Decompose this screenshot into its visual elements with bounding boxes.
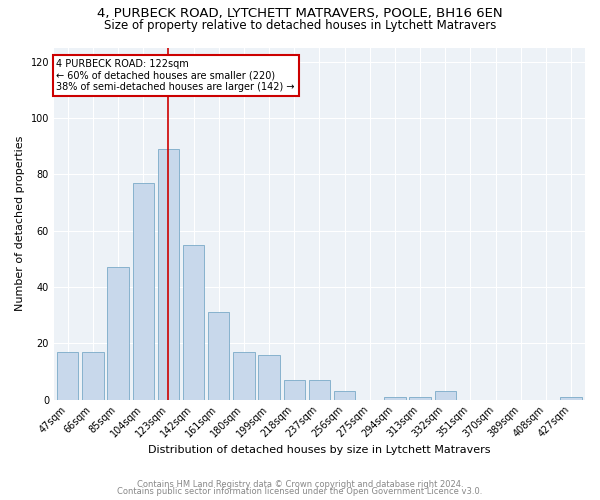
Bar — [57, 352, 79, 400]
Bar — [233, 352, 254, 400]
Text: Contains HM Land Registry data © Crown copyright and database right 2024.: Contains HM Land Registry data © Crown c… — [137, 480, 463, 489]
Text: Contains public sector information licensed under the Open Government Licence v3: Contains public sector information licen… — [118, 487, 482, 496]
Text: 4 PURBECK ROAD: 122sqm
← 60% of detached houses are smaller (220)
38% of semi-de: 4 PURBECK ROAD: 122sqm ← 60% of detached… — [56, 59, 295, 92]
Bar — [82, 352, 104, 400]
Bar — [384, 397, 406, 400]
Bar — [309, 380, 330, 400]
Bar — [208, 312, 229, 400]
Bar — [560, 397, 582, 400]
Bar — [259, 354, 280, 400]
Text: Size of property relative to detached houses in Lytchett Matravers: Size of property relative to detached ho… — [104, 19, 496, 32]
Bar — [434, 391, 456, 400]
Bar — [107, 267, 129, 400]
Bar — [133, 182, 154, 400]
Bar — [183, 244, 205, 400]
Bar — [158, 149, 179, 400]
X-axis label: Distribution of detached houses by size in Lytchett Matravers: Distribution of detached houses by size … — [148, 445, 491, 455]
Bar — [334, 391, 355, 400]
Bar — [409, 397, 431, 400]
Bar — [284, 380, 305, 400]
Y-axis label: Number of detached properties: Number of detached properties — [15, 136, 25, 311]
Text: 4, PURBECK ROAD, LYTCHETT MATRAVERS, POOLE, BH16 6EN: 4, PURBECK ROAD, LYTCHETT MATRAVERS, POO… — [97, 8, 503, 20]
